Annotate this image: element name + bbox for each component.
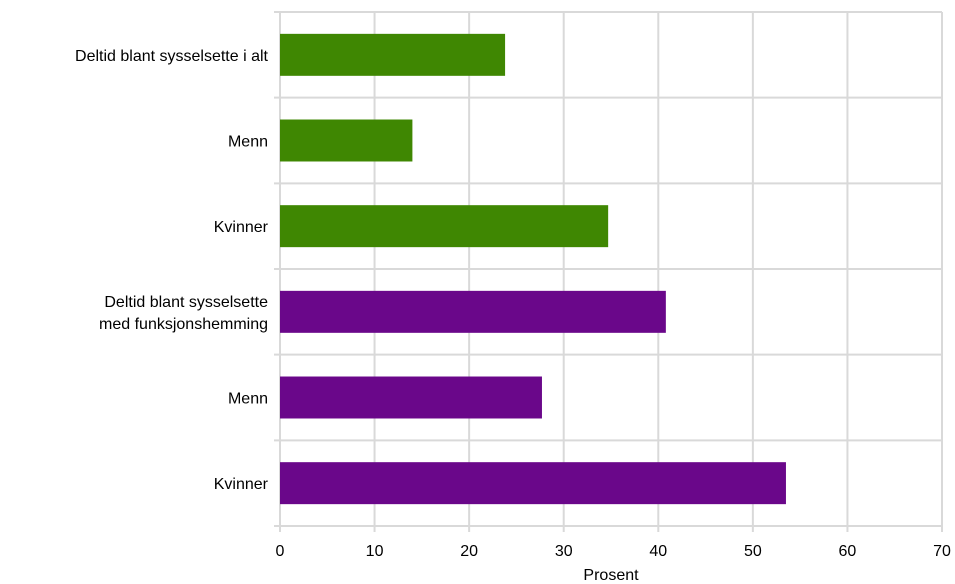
x-tick-labels: 0 10 20 30 40 50 60 70 <box>276 543 951 560</box>
category-labels: Deltid blant sysselsette i alt Menn Kvinne… <box>75 48 269 493</box>
x-axis-title: Prosent <box>583 567 639 584</box>
x-tick-label: 20 <box>460 543 478 560</box>
category-label: Deltid blant sysselsette med funksjonshem… <box>99 294 268 333</box>
bar <box>280 205 609 248</box>
grid <box>274 11 943 532</box>
category-label: Menn <box>228 134 268 151</box>
x-tick-label: 50 <box>744 543 762 560</box>
bar <box>280 462 786 505</box>
bar <box>280 119 413 162</box>
category-label: Deltid blant sysselsette i alt <box>75 48 269 65</box>
x-tick-label: 0 <box>276 543 285 560</box>
category-label: Menn <box>228 391 268 408</box>
category-label: Kvinner <box>214 219 269 236</box>
x-tick-label: 30 <box>555 543 573 560</box>
x-tick-label: 60 <box>839 543 857 560</box>
bar <box>280 33 506 76</box>
bars <box>280 33 786 505</box>
x-tick-label: 10 <box>366 543 384 560</box>
bar <box>280 290 666 333</box>
x-tick-label: 70 <box>933 543 951 560</box>
bar <box>280 376 542 419</box>
x-tick-label: 40 <box>649 543 667 560</box>
category-label: Kvinner <box>214 476 269 493</box>
